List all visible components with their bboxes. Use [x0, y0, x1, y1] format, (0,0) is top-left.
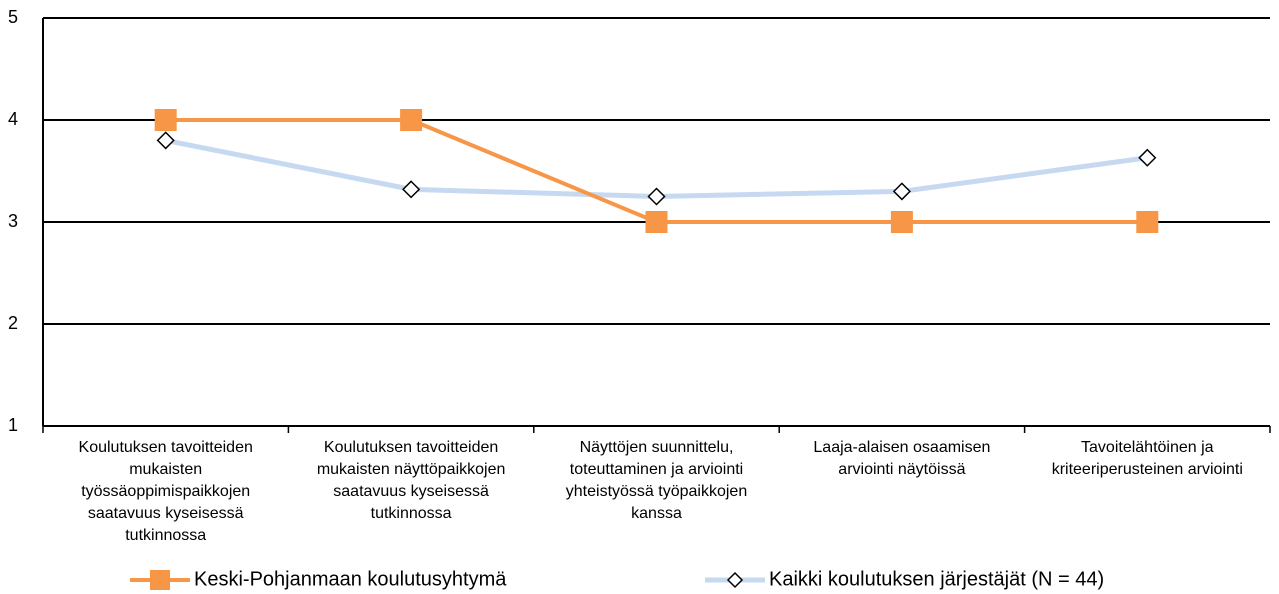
point [647, 187, 666, 206]
point [402, 180, 421, 199]
legend-marker [726, 571, 744, 589]
y-tick-label: 1 [8, 415, 18, 435]
x-tick-label: Näyttöjen suunnittelu, toteuttaminen ja … [565, 439, 748, 522]
point [892, 182, 911, 201]
point [156, 131, 175, 150]
point [645, 211, 668, 233]
point [154, 109, 177, 131]
point [400, 109, 423, 131]
point [1138, 148, 1157, 167]
x-tick-label: Koulutuksen tavoitteiden mukaisten näytt… [316, 439, 506, 522]
y-tick-label: 3 [8, 211, 18, 231]
point [1136, 211, 1159, 233]
x-tick-label: Tavoitelähtöinen ja kriteeriperusteinen … [1051, 439, 1243, 478]
legend-label: Kaikki koulutuksen järjestäjät (N = 44) [769, 568, 1104, 590]
point [890, 211, 913, 233]
x-tick-label: Laaja-alaisen osaamisen arviointi näytöi… [813, 439, 991, 478]
y-tick-label: 2 [8, 313, 18, 333]
x-tick-label: Koulutuksen tavoitteiden mukaisten työss… [78, 439, 253, 544]
y-tick-label: 4 [8, 109, 18, 129]
legend-label: Keski-Pohjanmaan koulutusyhtymä [194, 568, 507, 590]
y-tick-label: 5 [8, 7, 18, 27]
legend-marker [150, 570, 170, 590]
